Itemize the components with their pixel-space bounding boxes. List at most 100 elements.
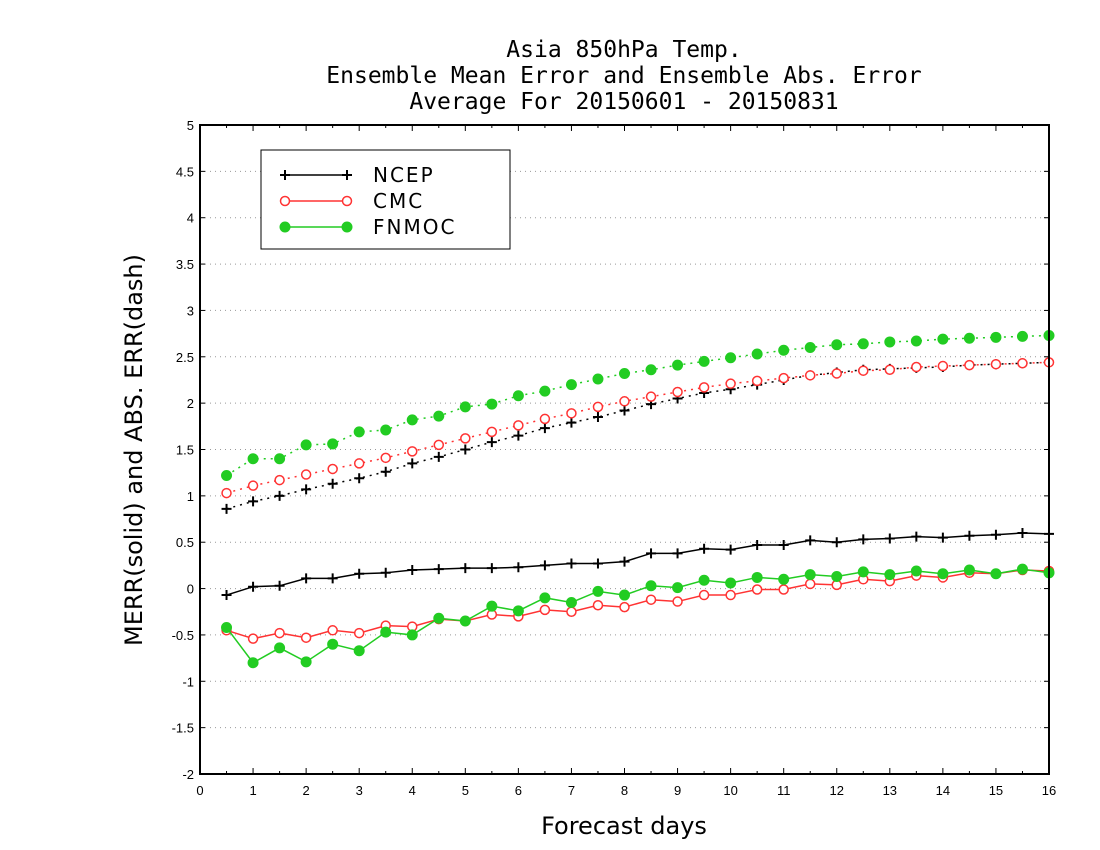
data-point [592, 585, 604, 597]
x-tick-label: 7 [568, 783, 575, 798]
merr-line [225, 568, 1050, 664]
data-point [566, 558, 577, 569]
data-point [698, 574, 710, 586]
data-point [380, 466, 391, 477]
data-point [805, 535, 816, 546]
data-point [1017, 527, 1028, 538]
y-tick-label: 1.5 [176, 443, 194, 458]
data-point [725, 544, 736, 555]
merr-line [226, 569, 1050, 640]
data-point [327, 625, 338, 636]
data-point [645, 364, 657, 376]
data-point [274, 453, 286, 465]
data-point [512, 605, 524, 617]
data-point [221, 487, 232, 499]
data-point [751, 348, 763, 360]
x-tick-label: 1 [249, 783, 256, 798]
data-point [963, 332, 975, 344]
series-ncep-abs-err [221, 357, 1054, 514]
chart-title: Asia 850hPa Temp. Ensemble Mean Error an… [326, 37, 921, 115]
x-tick-label: 13 [883, 783, 897, 798]
data-point [884, 364, 896, 376]
data-point [725, 378, 736, 389]
data-point [990, 358, 1002, 370]
data-point [911, 531, 922, 542]
data-point [539, 604, 551, 616]
x-tick-label: 8 [621, 783, 628, 798]
data-point [699, 543, 710, 554]
y-axis-label: MERR(solid) and ABS. ERR(dash) [120, 254, 148, 646]
x-tick-label: 11 [777, 783, 791, 798]
data-point [725, 589, 736, 601]
data-point [778, 539, 789, 550]
y-tick-label: 3.5 [176, 257, 194, 272]
legend-marker [341, 195, 353, 207]
data-point [433, 612, 445, 624]
data-point [353, 627, 365, 639]
data-point [672, 548, 683, 559]
series-ncep-merr [221, 527, 1054, 601]
data-point [884, 533, 895, 544]
data-point [566, 606, 577, 617]
data-point [301, 484, 312, 495]
data-point [380, 567, 391, 578]
y-axis: -2 -1.5 -1 -0.5 0 0.5 1 1.5 2 2.5 3 3.5 4 4.5 5 [172, 118, 1049, 782]
data-point [566, 417, 577, 428]
data-point [910, 565, 922, 577]
y-tick-label: -1 [182, 674, 194, 689]
data-point [751, 571, 763, 583]
data-point [353, 645, 365, 657]
data-point [221, 590, 232, 601]
data-point [831, 571, 843, 583]
data-point [274, 580, 285, 591]
data-point [407, 458, 418, 469]
data-point [619, 601, 630, 613]
data-point [460, 563, 471, 574]
series-cmc-abs-err [221, 357, 1055, 499]
data-point [486, 398, 498, 410]
data-point [301, 573, 312, 584]
data-point [486, 563, 497, 574]
data-point [645, 391, 657, 402]
x-tick-label: 14 [936, 783, 950, 798]
data-point [937, 333, 949, 345]
title-line-2: Ensemble Mean Error and Ensemble Abs. Er… [326, 63, 921, 89]
title-line-3: Average For 20150601 - 20150831 [409, 89, 838, 115]
data-point [645, 594, 657, 605]
data-point [512, 390, 524, 402]
data-point [327, 573, 338, 584]
data-point [300, 632, 312, 643]
data-point [459, 401, 471, 413]
data-point [248, 496, 259, 507]
data-point [752, 539, 763, 550]
data-point [592, 412, 603, 423]
data-point [990, 529, 1001, 540]
data-point [619, 396, 630, 407]
data-point [539, 592, 551, 604]
data-point [619, 405, 630, 416]
data-point [221, 469, 233, 481]
data-point [407, 446, 418, 457]
data-point [513, 562, 524, 573]
data-point [751, 375, 763, 387]
data-point [592, 600, 604, 611]
data-point [698, 355, 710, 367]
data-point [380, 626, 392, 638]
data-point [831, 537, 842, 548]
data-point [486, 437, 497, 448]
legend-marker [341, 221, 353, 233]
data-point [751, 584, 763, 595]
y-tick-label: 1 [187, 489, 194, 504]
data-point [698, 589, 710, 601]
data-point [646, 548, 657, 559]
data-point [300, 469, 312, 480]
x-tick-label: 9 [674, 783, 681, 798]
data-point [406, 414, 418, 426]
data-point [353, 426, 365, 438]
legend-item-fnmoc: FNMOC [279, 215, 454, 239]
data-point [804, 370, 816, 381]
data-point [566, 408, 577, 419]
series-layer [221, 329, 1055, 669]
data-point [725, 352, 737, 364]
